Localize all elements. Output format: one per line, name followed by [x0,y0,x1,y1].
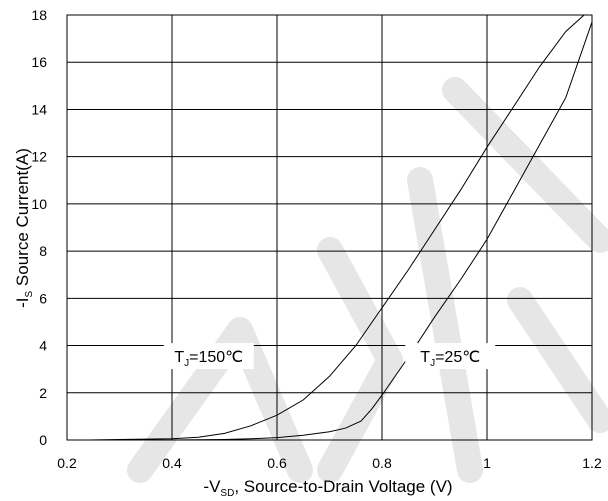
series-label-1: TJ=25℃ [420,349,480,369]
y-axis-title: -IS Source Current(A) [13,148,35,308]
y-tick-label: 2 [39,385,47,401]
x-tick-label: 0.6 [267,455,287,471]
x-tick-label: 0.4 [162,455,182,471]
y-tick-label: 8 [39,243,47,259]
series-label-0: TJ=150℃ [174,349,243,369]
y-tick-label: 14 [31,101,47,117]
y-tick-label: 12 [31,149,47,165]
y-tick-label: 16 [31,54,47,70]
series-line-1 [88,21,593,441]
y-tick-labels: 0 2 4 6 8 10 12 14 16 18 [31,7,47,448]
y-tick-label: 10 [31,196,47,212]
x-tick-label: 1 [483,455,491,471]
x-tick-label: 0.2 [57,455,77,471]
plot-frame [66,14,593,441]
y-tick-label: 18 [31,7,47,23]
curves [87,14,593,441]
x-tick-label: 0.8 [372,455,392,471]
y-tick-label: 6 [39,290,47,306]
watermark-graphic [127,77,608,483]
y-tick-label: 4 [39,338,47,354]
series-annotations: TJ=150℃ TJ=25℃ [163,343,496,370]
x-tick-labels: 0.2 0.4 0.6 0.8 1 1.2 [57,455,602,471]
series-line-0 [87,14,585,441]
annotation-background [163,343,254,370]
x-tick-label: 1.2 [582,455,602,471]
y-tick-label: 0 [39,432,47,448]
annotation-background [405,343,496,370]
x-axis-title: -VSD, Source-to-Drain Voltage (V) [203,477,452,499]
